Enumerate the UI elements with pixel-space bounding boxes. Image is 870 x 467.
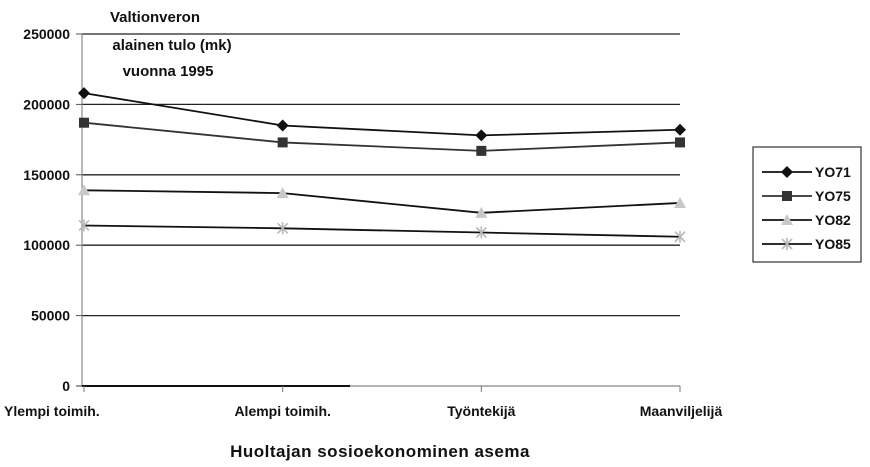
x-tick-label: Maanviljelijä xyxy=(640,403,723,419)
y-tick-label: 200000 xyxy=(23,96,70,112)
chart-title: Valtionveron alainen tulo (mk) vuonna 1995 xyxy=(96,9,248,80)
legend-label: YO75 xyxy=(815,188,851,204)
x-tick-label: Ylempi toimih. xyxy=(4,403,100,419)
y-tick-label: 50000 xyxy=(31,308,70,324)
data-point xyxy=(674,196,686,208)
chart-title-line: vuonna 1995 xyxy=(123,63,214,80)
x-axis-label: Huoltajan sosioekonominen asema xyxy=(230,442,530,461)
legend-item-yo85: YO85 xyxy=(762,236,851,252)
data-point xyxy=(476,145,487,156)
y-tick-label: 100000 xyxy=(23,237,70,253)
data-point xyxy=(79,117,89,128)
chart-title-line: Valtionveron xyxy=(110,9,200,26)
data-point xyxy=(78,87,90,100)
legend-marker xyxy=(781,238,793,250)
data-point xyxy=(674,123,686,136)
series-yo82 xyxy=(78,184,686,218)
legend-marker xyxy=(782,191,792,201)
y-tick-label: 150000 xyxy=(23,167,70,183)
y-tick-label: 0 xyxy=(62,378,70,394)
y-tick-labels: 0 50000 100000 150000 200000 250000 xyxy=(23,26,70,394)
data-point xyxy=(475,129,488,142)
data-point xyxy=(675,137,685,148)
series-yo71 xyxy=(78,87,686,142)
series-line xyxy=(83,224,681,238)
x-tick-label: Työntekijä xyxy=(447,403,515,419)
legend: YO71 YO75 YO82 YO85 xyxy=(752,146,862,263)
series-yo75 xyxy=(79,117,685,156)
data-point xyxy=(78,184,90,196)
legend-marker xyxy=(781,214,793,225)
data-point xyxy=(277,137,288,148)
series-yo85 xyxy=(78,219,686,243)
legend-label: YO71 xyxy=(815,164,851,180)
series-line xyxy=(83,189,681,214)
legend-marker xyxy=(781,166,793,178)
series-group xyxy=(78,87,686,243)
chart-title-line: alainen tulo (mk) xyxy=(112,37,231,54)
x-tick-labels: Ylempi toimih. Alempi toimih. Työntekijä Ma… xyxy=(4,403,722,419)
title-background xyxy=(96,36,248,56)
data-point xyxy=(277,222,289,235)
legend-item-yo75: YO75 xyxy=(762,188,851,204)
y-tick-label: 250000 xyxy=(23,26,70,42)
series-line xyxy=(83,92,681,137)
legend-item-yo71: YO71 xyxy=(762,164,851,180)
legend-label: YO82 xyxy=(815,212,851,228)
data-point xyxy=(78,219,90,232)
legend-item-yo82: YO82 xyxy=(762,212,851,228)
legend-label: YO85 xyxy=(815,236,851,252)
data-point xyxy=(276,119,289,132)
gridlines xyxy=(82,33,680,317)
data-point xyxy=(475,206,488,218)
x-tick-label: Alempi toimih. xyxy=(234,403,330,419)
legend-box xyxy=(752,146,862,263)
data-point xyxy=(475,226,487,239)
data-point xyxy=(276,187,289,199)
data-point xyxy=(674,230,686,243)
axes xyxy=(76,33,681,392)
series-line xyxy=(83,121,681,152)
